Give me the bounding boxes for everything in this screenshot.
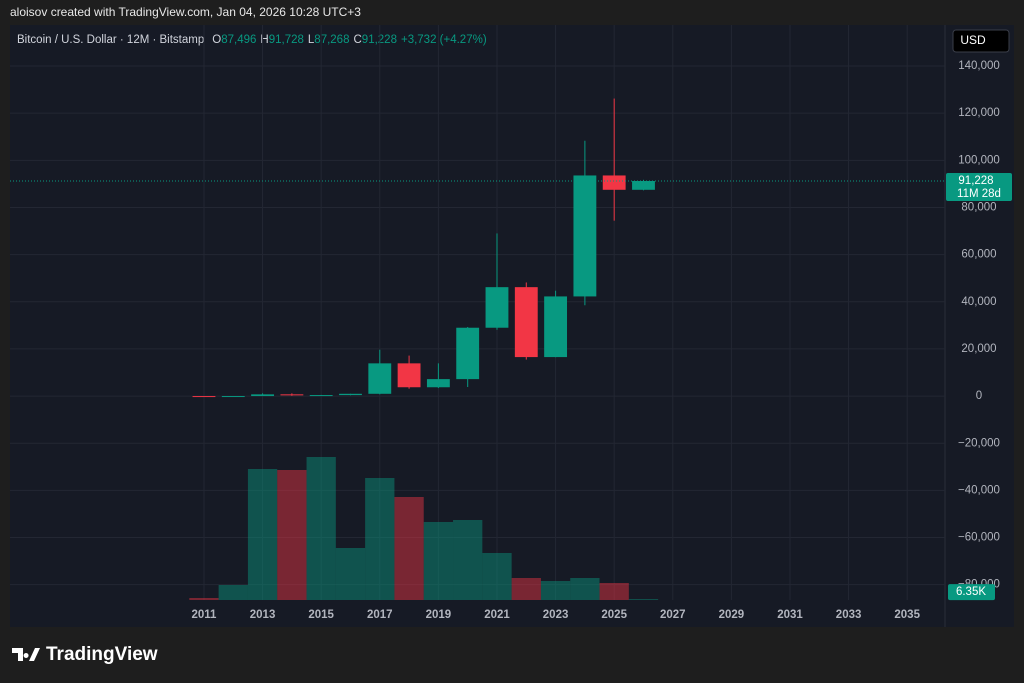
volume-bar (247, 469, 278, 600)
y-tick-label: −40,000 (958, 484, 1000, 496)
x-tick-label: 2029 (719, 609, 745, 621)
x-tick-label: 2021 (484, 609, 510, 621)
y-tick-label: 0 (976, 390, 982, 402)
logo-mark (12, 648, 40, 661)
volume-bar (423, 522, 454, 600)
x-tick-label: 2031 (777, 609, 803, 621)
candle-body (221, 396, 245, 398)
candle-body (368, 363, 392, 394)
volume-label: 6.35K (956, 586, 986, 598)
y-tick-label: 80,000 (961, 202, 996, 214)
candle-body (632, 181, 655, 190)
brand: TradingView (46, 644, 158, 665)
y-tick-label: 140,000 (958, 60, 1000, 72)
volume-bar (482, 553, 512, 600)
candle-body (602, 175, 626, 190)
volume-bar (189, 598, 219, 600)
last-price-label: 91,228 (958, 175, 993, 187)
candle-body (456, 327, 480, 380)
candle-body (426, 379, 450, 388)
candle-body (573, 175, 597, 297)
candle-body (251, 394, 275, 397)
y-tick-label: 20,000 (961, 343, 996, 355)
x-tick-label: 2019 (426, 609, 452, 621)
x-tick-label: 2025 (601, 609, 627, 621)
y-tick-label: −60,000 (958, 532, 1000, 544)
y-tick-label: 40,000 (961, 296, 996, 308)
volume-bar (628, 599, 659, 600)
currency-button-box[interactable] (952, 29, 1010, 53)
x-tick-label: 2033 (836, 609, 862, 621)
x-tick-label: 2013 (250, 609, 276, 621)
x-tick-label: 2035 (894, 609, 920, 621)
volume-bar (453, 520, 483, 600)
currency[interactable]: USD (960, 33, 986, 47)
volume-badge (948, 584, 995, 601)
y-tick-label: 100,000 (958, 154, 1000, 166)
volume-bar (218, 585, 248, 600)
volume-bar (335, 548, 366, 600)
ohlc-key: O (212, 34, 221, 46)
candle-body (485, 287, 509, 328)
ohlc-key: H (260, 34, 268, 46)
candle-body (397, 363, 421, 388)
candle-body (544, 296, 568, 358)
chart-panel (10, 25, 1014, 627)
x-tick-label: 2015 (308, 609, 334, 621)
volume-bar (277, 470, 307, 600)
volume-bar (599, 583, 629, 600)
symbol-legend: Bitcoin / U.S. Dollar · 12M · Bitstamp O8… (17, 34, 487, 46)
volume-bar (511, 578, 541, 600)
x-tick-label: 2017 (367, 609, 393, 621)
credit: aloisov created with TradingView.com, Ja… (10, 5, 361, 19)
symbol: Bitcoin / U.S. Dollar · 12M · Bitstamp (17, 34, 204, 46)
volume-bar (306, 457, 336, 600)
change: +3,732 (+4.27%) (401, 34, 487, 46)
y-tick-label: 120,000 (958, 107, 1000, 119)
countdown: 11M 28d (957, 188, 1001, 200)
candle-body (309, 395, 333, 397)
volume-bar (394, 497, 424, 600)
ohlc-value: 87,496 (221, 34, 256, 46)
x-tick-label: 2023 (543, 609, 569, 621)
ohlc-value: 87,268 (314, 34, 349, 46)
currency-button[interactable]: USD (952, 29, 1010, 53)
ohlc-key: L (308, 34, 315, 46)
volume-bar (365, 478, 395, 600)
candle-body (339, 393, 362, 396)
y-tick-label: 60,000 (961, 249, 996, 261)
x-tick-label: 2011 (191, 609, 217, 621)
x-tick-label: 2027 (660, 609, 686, 621)
ohlc-key: C (353, 34, 361, 46)
volume-bar (540, 581, 571, 600)
last-price-badge (946, 173, 1012, 202)
volume-bar (570, 578, 600, 600)
ohlc-value: 91,728 (269, 34, 304, 46)
y-tick-label: −20,000 (958, 437, 1000, 449)
candle-body (280, 394, 304, 396)
logo: TradingView (12, 644, 158, 665)
candle-body (192, 396, 216, 398)
candle-body (514, 287, 538, 358)
